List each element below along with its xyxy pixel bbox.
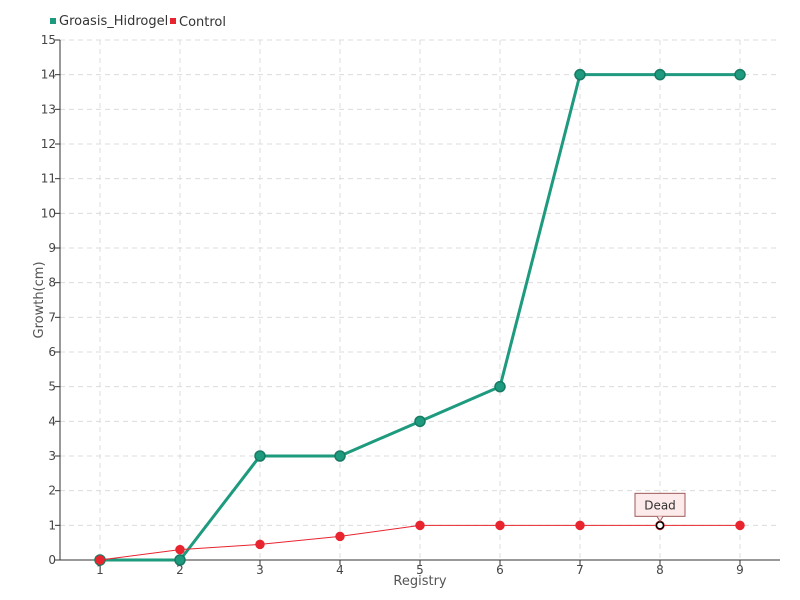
annotation-layer: Dead [634, 492, 686, 530]
legend-label-groasis: Groasis_Hidrogel [59, 14, 168, 29]
legend-swatch-control [170, 18, 176, 24]
grid [60, 39, 780, 560]
x-tick-label: 7 [576, 563, 584, 577]
y-tick-label: 11 [41, 172, 56, 186]
y-tick-label: 10 [41, 206, 56, 220]
data-point-control[interactable] [415, 520, 425, 531]
data-point-groasis-hidrogel[interactable] [654, 68, 666, 81]
data-point-control[interactable] [335, 531, 345, 542]
legend-swatch-groasis [50, 18, 56, 24]
data-point-groasis-hidrogel[interactable] [574, 68, 586, 81]
series-groasis-hidrogel [94, 68, 746, 566]
y-tick-label: 14 [41, 68, 56, 82]
data-point-groasis-hidrogel[interactable] [334, 450, 346, 462]
data-point-control[interactable] [575, 520, 585, 531]
data-point-control[interactable] [495, 520, 505, 531]
x-tick-labels: 1 2 3 4 5 6 7 8 9 [96, 560, 744, 577]
x-tick-label: 5 [416, 563, 424, 577]
x-axis-title: Registry [393, 574, 447, 589]
y-tick-label: 9 [48, 241, 56, 255]
data-point-control[interactable] [95, 555, 105, 565]
data-point-control[interactable] [175, 544, 185, 555]
x-tick-label: 3 [256, 563, 264, 577]
y-tick-label: 2 [48, 484, 56, 498]
x-tick-label: 2 [176, 563, 184, 577]
data-point-groasis-hidrogel[interactable] [174, 554, 186, 566]
y-tick-label: 8 [48, 276, 56, 290]
y-tick-label: 13 [41, 102, 56, 116]
legend-item-control[interactable]: Control [170, 15, 226, 30]
data-point-control[interactable] [255, 539, 265, 550]
y-tick-label: 4 [48, 414, 56, 428]
x-tick-label: 1 [96, 563, 104, 577]
annotation-marker [655, 521, 665, 530]
annotation-dead: Dead [634, 492, 686, 530]
data-point-control[interactable] [735, 520, 745, 531]
x-tick-label: 4 [336, 563, 344, 577]
data-point-groasis-hidrogel[interactable] [494, 380, 506, 393]
y-tick-label: 0 [48, 553, 56, 567]
series-control [95, 520, 745, 565]
legend-label-control: Control [179, 15, 226, 30]
y-tick-label: 6 [48, 345, 56, 359]
y-tick-label: 12 [41, 137, 56, 151]
data-point-groasis-hidrogel[interactable] [254, 450, 266, 462]
y-tick-label: 15 [41, 33, 56, 47]
data-point-groasis-hidrogel[interactable] [414, 415, 426, 428]
y-axis-title: Growth(cm) [32, 261, 47, 338]
series-layer [94, 68, 746, 566]
x-tick-label: 6 [496, 563, 504, 577]
x-tick-label: 8 [656, 563, 664, 577]
x-tick-label: 9 [736, 563, 744, 577]
legend-item-groasis[interactable]: Groasis_Hidrogel [50, 14, 168, 29]
y-tick-label: 7 [48, 310, 56, 324]
data-point-groasis-hidrogel[interactable] [734, 68, 746, 81]
y-tick-label: 3 [48, 449, 56, 463]
annotation-pointer [656, 516, 664, 523]
legend: Groasis_Hidrogel Control [50, 14, 226, 30]
annotation-label: Dead [644, 498, 676, 512]
y-tick-label: 5 [48, 380, 56, 394]
y-tick-label: 1 [48, 518, 56, 532]
